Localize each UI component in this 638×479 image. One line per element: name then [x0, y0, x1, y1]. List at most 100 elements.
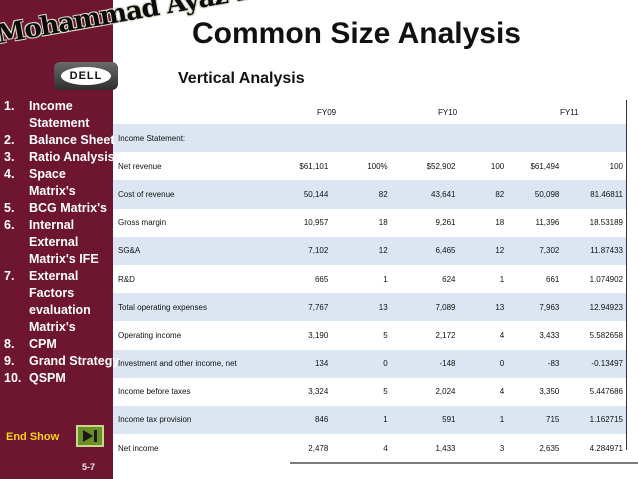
table-cell — [331, 124, 391, 153]
table-cell: 7,302 — [507, 236, 563, 265]
menu-item-bcg-matrix[interactable]: 5. BCG Matrix's — [4, 200, 154, 217]
table-row: Net revenue $61,101 100% $52,902 100 $61,494 1… — [113, 152, 626, 180]
table-cell: 3,324 — [308, 387, 329, 397]
table-cell: 50,144 — [271, 180, 332, 209]
menu-item-label: QSPM — [29, 371, 66, 385]
year-header-fy09: FY09 — [317, 108, 337, 117]
common-size-table: FY09 FY10 FY11 Income Statement: Net reve… — [113, 100, 626, 460]
table-cell — [458, 124, 508, 153]
menu-item-space-matrix[interactable]: 4. Space Matrix's — [4, 166, 154, 200]
table-cell: 100 — [490, 161, 505, 171]
table-cell: 134 — [271, 349, 332, 378]
table-cell: 12 — [458, 236, 508, 265]
menu-item-label: Ratio Analysis — [29, 150, 115, 164]
table-body: Income Statement: Net revenue $61,101 100% $… — [113, 124, 626, 462]
table-cell: 3,190 — [308, 330, 329, 340]
table-row: R&D 665 1 624 1 661 1.074902 — [113, 265, 626, 293]
row-label: Income tax provision — [113, 405, 272, 435]
table-cell: 2,635 — [539, 443, 560, 453]
bottom-divider — [290, 462, 638, 464]
menu-item-number: 9. — [4, 354, 15, 368]
table-cell: 3,433 — [539, 330, 560, 340]
menu-item-income-statement[interactable]: 1. Income Statement — [4, 98, 154, 132]
table-cell: 7,767 — [271, 293, 332, 322]
menu-item-number: 7. — [4, 269, 15, 283]
menu-item-number: 1. — [4, 99, 15, 113]
table-cell: 12.94923 — [562, 293, 626, 322]
table-cell: $61,494 — [530, 161, 560, 171]
menu-item-balance-sheet[interactable]: 2. Balance Sheet — [4, 132, 154, 149]
table-row: SG&A 7,102 12 6,465 12 7,302 11.87433 — [113, 236, 626, 265]
menu-item-label: Space Matrix's — [29, 167, 76, 198]
row-label: Income Statement: — [113, 124, 272, 153]
menu-item-label: CPM — [29, 337, 57, 351]
table-cell: 5 — [383, 330, 388, 340]
table-cell: 3,350 — [539, 387, 560, 397]
page-title: Common Size Analysis — [192, 17, 521, 50]
menu-item-grand-strategy[interactable]: 9. Grand Strategy — [4, 353, 154, 370]
table-cell: 82 — [331, 180, 391, 209]
menu-item-label: External Factors evaluation Matrix's — [29, 269, 91, 334]
table-cell: 591 — [390, 405, 459, 435]
row-label: R&D — [118, 274, 135, 284]
table-cell: 100 — [609, 161, 623, 171]
topic-menu: 1. Income Statement 2. Balance Sheet 3. Rat… — [4, 98, 154, 387]
table-cell: -83 — [507, 349, 563, 378]
table-cell: 4 — [383, 443, 388, 453]
right-divider — [626, 100, 627, 450]
dell-logo: DELL — [54, 62, 118, 90]
table-cell: 1,433 — [435, 443, 456, 453]
skip-end-icon — [83, 430, 97, 442]
menu-item-number: 10. — [4, 371, 22, 385]
table-cell: 1 — [458, 405, 508, 435]
table-cell: 1 — [499, 274, 505, 284]
table-cell: 7,102 — [271, 236, 332, 265]
row-label: Investment and other income, net — [113, 349, 272, 378]
row-label: Net income — [118, 443, 159, 453]
menu-item-efe-matrix[interactable]: 7. External Factors evaluation Matrix's — [4, 268, 154, 336]
table-cell: $52,902 — [426, 161, 456, 171]
table-row: Net income 2,478 4 1,433 3 2,635 4.284971 — [113, 434, 626, 462]
row-label: Operating income — [118, 330, 182, 340]
table-cell: 11.87433 — [562, 236, 626, 265]
menu-item-number: 4. — [4, 167, 15, 181]
income-statement-table: Income Statement: Net revenue $61,101 100% $… — [113, 124, 626, 462]
menu-item-number: 5. — [4, 201, 15, 215]
menu-item-label: Internal External Matrix's IFE — [29, 218, 99, 266]
page-subtitle: Vertical Analysis — [178, 70, 305, 87]
table-cell: 0 — [458, 349, 508, 378]
menu-item-cpm[interactable]: 8. CPM — [4, 336, 154, 353]
table-cell: -148 — [390, 349, 459, 378]
menu-item-qspm[interactable]: 10. QSPM — [4, 370, 154, 387]
sidebar: Mohammad Ayaz Khan DELL 1. Income Stateme… — [0, 0, 310, 479]
table-cell: 7,963 — [507, 293, 563, 322]
table-cell: 11,396 — [535, 218, 560, 228]
table-cell: 3 — [499, 443, 505, 453]
year-header-fy11: FY11 — [560, 108, 579, 117]
menu-item-label: BCG Matrix's — [29, 201, 107, 215]
table-cell: 43,641 — [390, 180, 459, 209]
table-cell: 50,098 — [507, 180, 563, 209]
table-cell: 4 — [499, 387, 505, 397]
table-cell: 6,465 — [390, 236, 459, 265]
menu-item-ife-matrix[interactable]: 6. Internal External Matrix's IFE — [4, 217, 154, 268]
table-cell: -0.13497 — [562, 349, 626, 378]
year-header-row: FY09 FY10 FY11 — [113, 104, 626, 122]
table-row: Cost of revenue 50,144 82 43,641 82 50,098 81.… — [113, 180, 626, 209]
menu-item-ratio-analysis[interactable]: 3. Ratio Analysis — [4, 149, 154, 166]
table-cell — [390, 124, 459, 153]
table-cell: 100% — [367, 161, 388, 171]
table-cell: 2,172 — [435, 330, 456, 340]
table-cell: 10,957 — [303, 218, 329, 228]
menu-item-label: Balance Sheet — [29, 133, 115, 147]
row-label: Gross margin — [118, 218, 167, 228]
table-cell — [507, 124, 563, 153]
end-show-button[interactable] — [76, 425, 104, 447]
menu-item-label: Grand Strategy — [29, 354, 120, 368]
slide-number: 5-7 — [82, 462, 96, 472]
table-cell: 661 — [546, 274, 560, 284]
table-cell: 82 — [458, 180, 508, 209]
table-cell: 715 — [507, 405, 563, 435]
row-label: Total operating expenses — [113, 293, 272, 322]
table-cell: 2,024 — [435, 387, 456, 397]
